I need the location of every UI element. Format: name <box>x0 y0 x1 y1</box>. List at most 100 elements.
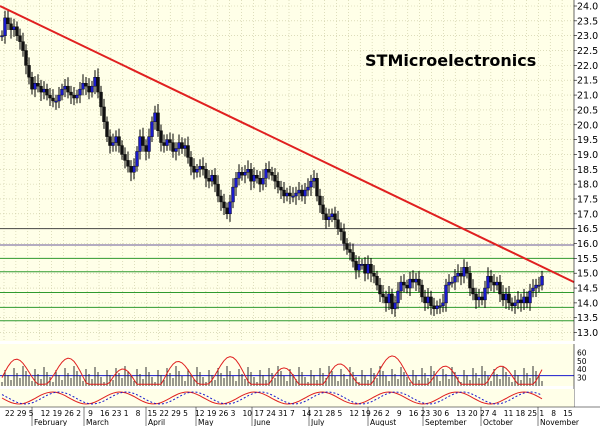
candle-body <box>378 284 382 295</box>
candle-body <box>42 88 46 93</box>
x-day-label: 12 <box>195 409 205 418</box>
candle-body <box>144 145 148 152</box>
x-day-label: 10 <box>243 409 253 418</box>
candle-body <box>534 284 538 289</box>
candle-body <box>72 94 76 99</box>
candle-body <box>207 177 211 182</box>
candle-body <box>114 136 118 143</box>
x-day-label: 6 <box>444 409 449 418</box>
candle-body <box>45 88 49 96</box>
candle-body <box>537 284 541 287</box>
x-month-label: November <box>540 418 580 426</box>
candle-body <box>177 142 181 149</box>
candle-body <box>441 302 445 307</box>
oscillator-line <box>1 391 543 405</box>
rsi-tick-label: 50 <box>577 357 587 366</box>
candle-body <box>420 284 424 298</box>
candle-body <box>318 195 322 206</box>
candle-body <box>444 284 448 304</box>
candle-body <box>489 275 493 283</box>
candle-body <box>315 177 319 197</box>
candle-body <box>360 264 364 266</box>
candle-body <box>417 278 421 286</box>
candle-body <box>255 175 259 179</box>
candle-body <box>402 281 406 286</box>
y-tick-label: 14.5 <box>577 284 598 295</box>
x-day-label: 18 <box>516 409 526 418</box>
candle-body <box>324 213 328 220</box>
candle-body <box>63 85 67 90</box>
candle-body <box>327 216 331 220</box>
candle-body <box>498 281 502 295</box>
candle-body <box>330 213 334 217</box>
candle-body <box>174 148 178 152</box>
x-day-label: 12 <box>349 409 359 418</box>
candle-body <box>282 189 286 197</box>
x-day-label: 2 <box>385 409 390 418</box>
x-day-label: 14 <box>302 409 312 418</box>
candle-body <box>372 273 376 277</box>
candle-body <box>15 26 19 36</box>
candle-body <box>84 82 88 87</box>
x-day-label: 8 <box>136 409 141 418</box>
candle-body <box>135 151 139 167</box>
trendline <box>0 5 575 284</box>
candle-body <box>156 112 160 131</box>
candle-body <box>267 169 271 173</box>
y-tick-label: 14.0 <box>577 298 598 309</box>
y-tick-label: 16.5 <box>577 224 598 235</box>
rsi-tick-label: 40 <box>577 365 587 374</box>
candle-body <box>336 219 340 229</box>
x-day-label: 21 <box>314 409 324 418</box>
rsi-panel-background <box>0 344 574 386</box>
candle-body <box>345 243 349 250</box>
candle-body <box>348 249 352 253</box>
candle-body <box>513 302 517 307</box>
candle-body <box>120 145 124 155</box>
x-day-label: 12 <box>41 409 51 418</box>
candle-body <box>21 41 25 51</box>
main-panel-background <box>0 0 574 341</box>
candle-body <box>426 296 430 304</box>
x-day-label: 29 <box>17 409 27 418</box>
candle-body <box>57 94 61 102</box>
x-month-label: August <box>370 418 396 426</box>
candle-body <box>351 252 355 262</box>
candle-body <box>525 296 529 304</box>
x-month-label: May <box>198 418 214 426</box>
candle-body <box>312 177 316 182</box>
x-day-label: 19 <box>207 409 217 418</box>
candle-body <box>243 172 247 176</box>
candle-body <box>423 296 427 304</box>
candle-body <box>528 290 532 304</box>
candle-body <box>471 287 475 295</box>
candle-body <box>474 293 478 301</box>
x-month-label: March <box>86 418 109 426</box>
candle-body <box>0 35 4 38</box>
candle-body <box>183 145 187 149</box>
y-tick-label: 16.0 <box>577 239 598 250</box>
y-tick-label: 23.0 <box>577 31 598 42</box>
chart-title: STMicroelectronics <box>365 51 536 70</box>
candle-body <box>405 284 409 289</box>
candle-body <box>18 35 22 42</box>
x-day-label: 15 <box>148 409 158 418</box>
x-day-label: 30 <box>433 409 443 418</box>
candle-body <box>90 85 94 93</box>
y-tick-label: 13.0 <box>577 328 598 339</box>
candle-body <box>297 189 301 194</box>
x-day-label: 19 <box>53 409 63 418</box>
y-tick-label: 21.0 <box>577 91 598 102</box>
x-day-label: 3 <box>231 409 236 418</box>
candle-body <box>468 273 472 289</box>
candle-body <box>234 177 238 188</box>
candle-body <box>291 195 295 198</box>
candle-body <box>516 299 520 304</box>
candle-body <box>396 290 400 304</box>
candle-body <box>456 273 460 277</box>
candle-body <box>303 189 307 197</box>
x-day-label: 20 <box>468 409 478 418</box>
candle-body <box>342 231 346 244</box>
x-month-label: September <box>425 418 467 426</box>
